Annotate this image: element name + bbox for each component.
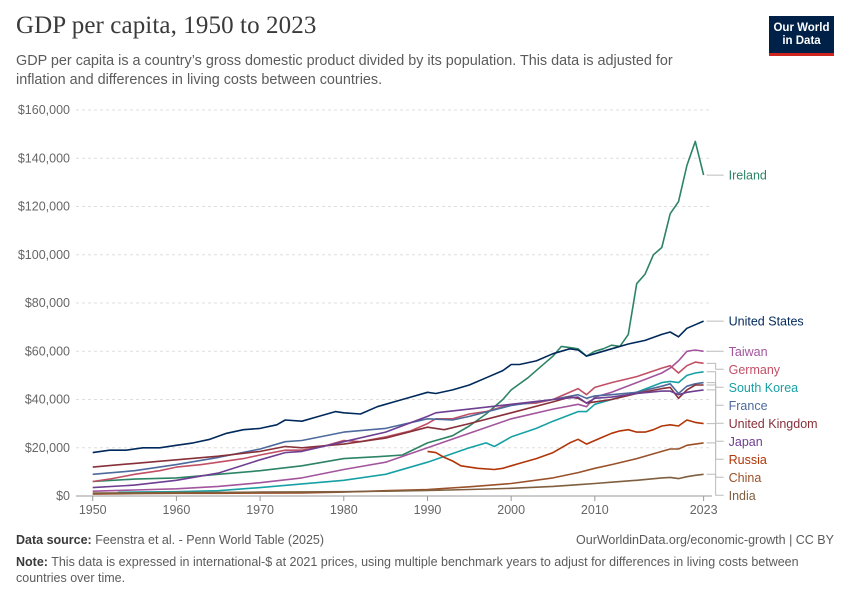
series-line (117, 371, 704, 494)
note-label: Note: (16, 555, 48, 569)
series-label: Japan (729, 435, 763, 449)
y-tick-label: $100,000 (18, 248, 70, 262)
series-line (92, 384, 704, 468)
x-tick-label: 1980 (330, 503, 358, 517)
series-line (92, 349, 704, 492)
series-label: India (729, 489, 756, 503)
x-tick-label: 2000 (497, 503, 525, 517)
series-line (92, 389, 704, 489)
x-tick-label: 1960 (163, 503, 191, 517)
series-line (92, 381, 704, 476)
y-tick-label: $140,000 (18, 151, 70, 165)
source-url[interactable]: OurWorldinData.org/economic-growth | CC … (576, 533, 834, 547)
y-tick-label: $20,000 (25, 441, 70, 455)
chart-subtitle: GDP per capita is a country’s gross dome… (16, 53, 673, 88)
series-line (92, 140, 705, 483)
y-tick-label: $60,000 (25, 344, 70, 358)
series-label: South Korea (729, 381, 799, 395)
owid-logo[interactable]: Our World in Data (769, 16, 834, 56)
x-tick-label: 1990 (414, 503, 442, 517)
source-label: Data source: (16, 533, 92, 547)
series-label: Russia (729, 453, 767, 467)
chart-title: GDP per capita, 1950 to 2023 (16, 12, 317, 39)
x-tick-label: 1950 (79, 503, 107, 517)
label-connector (706, 473, 724, 496)
series-label: United States (729, 315, 804, 329)
data-source: Data source: Feenstra et al. - Penn Worl… (16, 533, 324, 547)
label-connector (706, 442, 724, 478)
source-text[interactable]: Feenstra et al. - Penn World Table (2025… (95, 533, 325, 547)
logo-line-2: in Data (782, 34, 821, 47)
y-tick-label: $0 (56, 489, 70, 503)
label-connector (706, 389, 724, 442)
y-tick-label: $120,000 (18, 200, 70, 214)
series-label: China (729, 471, 762, 485)
y-tick-label: $160,000 (18, 103, 70, 117)
y-tick-label: $40,000 (25, 393, 70, 407)
series-label: Germany (729, 363, 781, 377)
series-line (92, 320, 704, 454)
series-line (92, 442, 704, 495)
label-connector (706, 371, 724, 388)
series-label: France (729, 399, 768, 413)
x-tick-label: 1970 (246, 503, 274, 517)
note-text: This data is expressed in international-… (16, 555, 799, 585)
series-line (427, 419, 704, 471)
logo-line-1: Our World (773, 21, 830, 34)
chart-note: Note: This data is expressed in internat… (16, 554, 826, 586)
x-tick-label: 2010 (581, 503, 609, 517)
label-connector (706, 423, 724, 460)
label-connector (706, 362, 724, 370)
series-label: United Kingdom (729, 417, 818, 431)
series-line (92, 473, 704, 494)
y-tick-label: $80,000 (25, 296, 70, 310)
series-label: Ireland (729, 169, 767, 183)
series-label: Taiwan (729, 345, 768, 359)
x-tick-label: 2023 (690, 503, 718, 517)
